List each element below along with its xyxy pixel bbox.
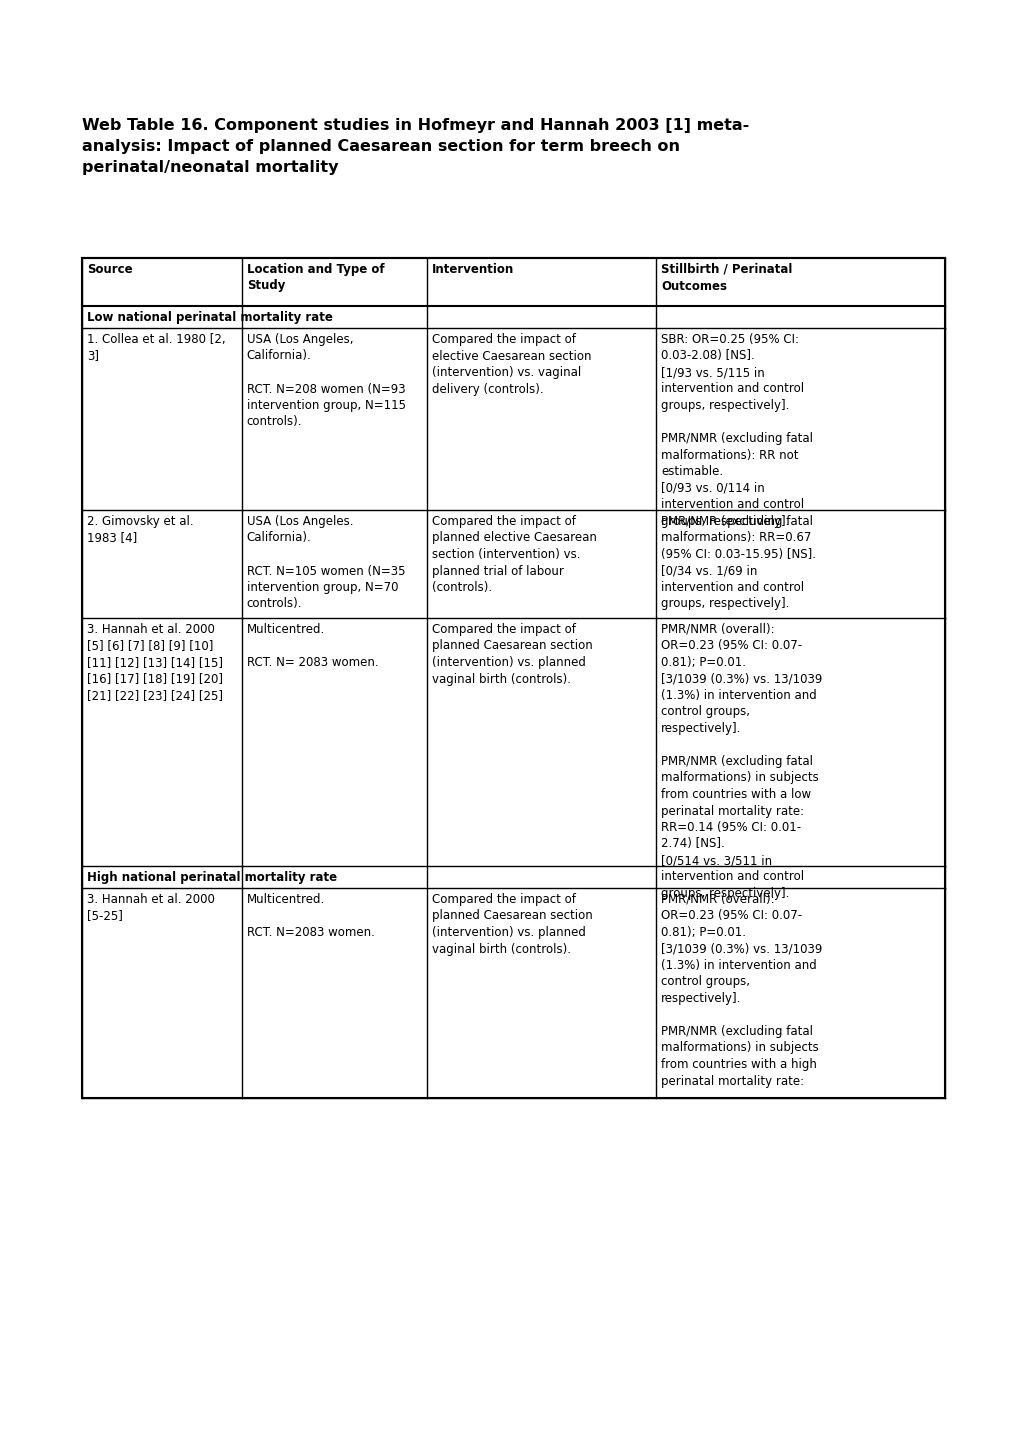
Text: Stillbirth / Perinatal
Outcomes: Stillbirth / Perinatal Outcomes [660,263,792,293]
Text: Web Table 16. Component studies in Hofmeyr and Hannah 2003 [1] meta-
analysis: I: Web Table 16. Component studies in Hofme… [82,118,749,175]
Text: Low national perinatal mortality rate: Low national perinatal mortality rate [87,312,332,325]
Text: 3. Hannah et al. 2000
[5] [6] [7] [8] [9] [10]
[11] [12] [13] [14] [15]
[16] [17: 3. Hannah et al. 2000 [5] [6] [7] [8] [9… [87,623,223,701]
Text: 1. Collea et al. 1980 [2,
3]: 1. Collea et al. 1980 [2, 3] [87,333,225,362]
Text: Multicentred.

RCT. N=2083 women.: Multicentred. RCT. N=2083 women. [247,893,374,939]
Text: Source: Source [87,263,132,276]
Text: USA (Los Angeles,
California).

RCT. N=208 women (N=93
intervention group, N=115: USA (Los Angeles, California). RCT. N=20… [247,333,406,429]
Text: 2. Gimovsky et al.
1983 [4]: 2. Gimovsky et al. 1983 [4] [87,515,194,544]
Text: Intervention: Intervention [432,263,514,276]
Text: USA (Los Angeles.
California).

RCT. N=105 women (N=35
intervention group, N=70
: USA (Los Angeles. California). RCT. N=10… [247,515,405,610]
Text: High national perinatal mortality rate: High national perinatal mortality rate [87,872,337,885]
Text: Multicentred.

RCT. N= 2083 women.: Multicentred. RCT. N= 2083 women. [247,623,378,670]
Text: PMR/NMR (excluding fatal
malformations): RR=0.67
(95% CI: 0.03-15.95) [NS].
[0/3: PMR/NMR (excluding fatal malformations):… [660,515,815,610]
Text: Compared the impact of
elective Caesarean section
(intervention) vs. vaginal
del: Compared the impact of elective Caesarea… [432,333,591,395]
Text: Location and Type of
Study: Location and Type of Study [247,263,384,293]
Text: 3. Hannah et al. 2000
[5-25]: 3. Hannah et al. 2000 [5-25] [87,893,215,922]
Bar [82,258,944,1098]
Text: PMR/NMR (overall):
OR=0.23 (95% CI: 0.07-
0.81); P=0.01.
[3/1039 (0.3%) vs. 13/1: PMR/NMR (overall): OR=0.23 (95% CI: 0.07… [660,623,821,900]
Text: SBR: OR=0.25 (95% CI:
0.03-2.08) [NS].
[1/93 vs. 5/115 in
intervention and contr: SBR: OR=0.25 (95% CI: 0.03-2.08) [NS]. [… [660,333,812,528]
Text: Compared the impact of
planned Caesarean section
(intervention) vs. planned
vagi: Compared the impact of planned Caesarean… [432,623,592,685]
Text: PMR/NMR (overall):
OR=0.23 (95% CI: 0.07-
0.81); P=0.01.
[3/1039 (0.3%) vs. 13/1: PMR/NMR (overall): OR=0.23 (95% CI: 0.07… [660,893,821,1088]
Text: Compared the impact of
planned elective Caesarean
section (intervention) vs.
pla: Compared the impact of planned elective … [432,515,596,595]
Text: Compared the impact of
planned Caesarean section
(intervention) vs. planned
vagi: Compared the impact of planned Caesarean… [432,893,592,955]
